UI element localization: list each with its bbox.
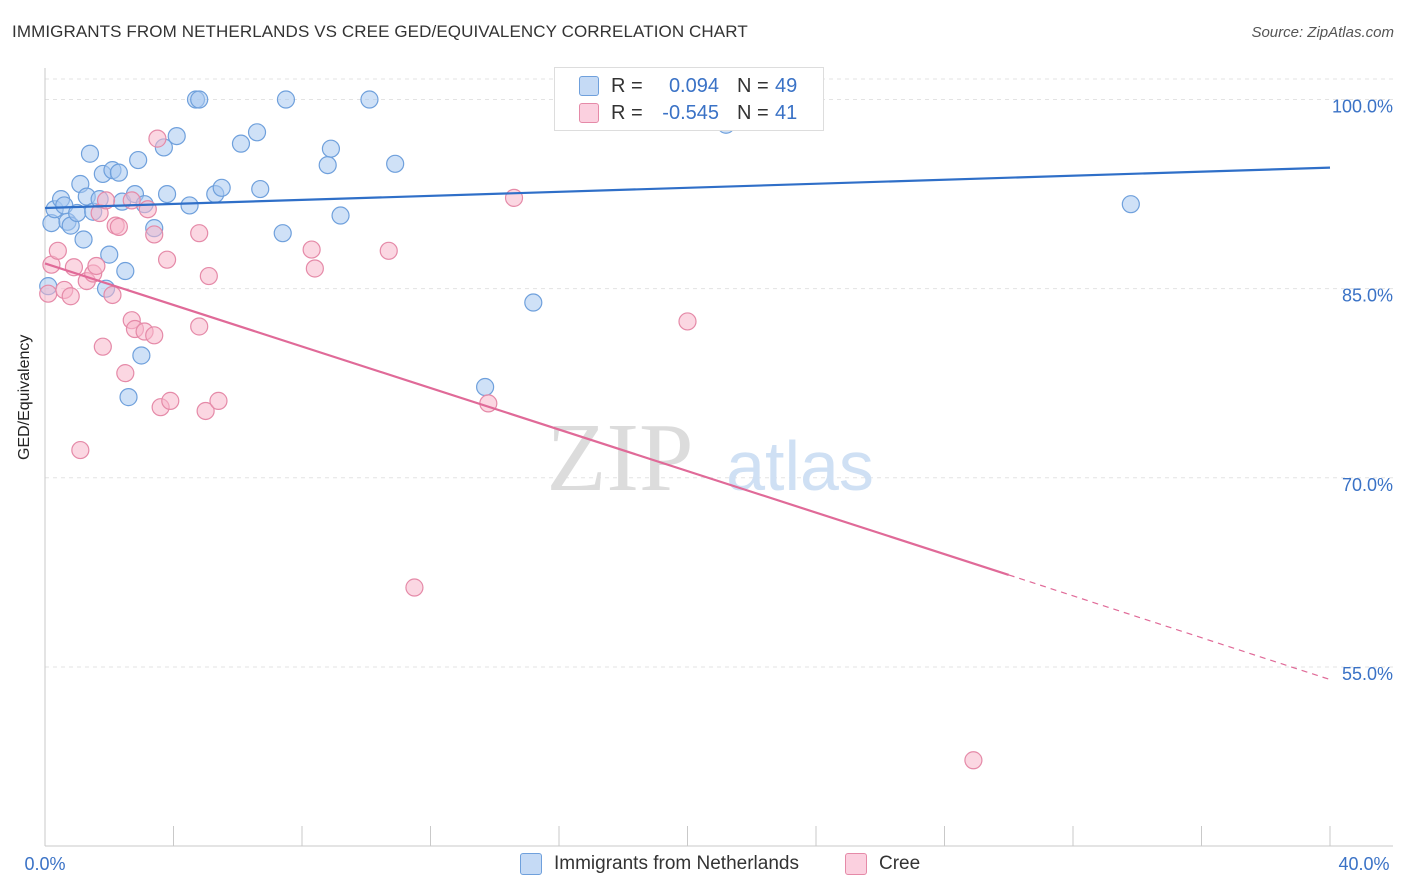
point-netherlands: [74, 230, 93, 249]
y-tick-label: 55.0%: [1342, 664, 1393, 684]
point-cree: [199, 266, 218, 286]
y-tick-label: 85.0%: [1342, 286, 1393, 306]
point-netherlands: [360, 90, 379, 109]
point-cree: [305, 259, 324, 278]
point-cree: [96, 191, 116, 210]
point-netherlands: [119, 388, 138, 407]
point-cree: [103, 285, 122, 305]
point-cree: [93, 337, 112, 356]
point-netherlands: [80, 144, 100, 163]
y-axis-label: GED/Equivalency: [16, 334, 33, 460]
tick-labels: 55.0% 70.0% 85.0% 100.0% 0.0% 40.0%: [24, 97, 1393, 874]
point-cree: [302, 240, 321, 259]
bottom-legend-label-netherlands: Immigrants from Netherlands: [554, 853, 799, 874]
point-netherlands: [190, 90, 209, 109]
point-cree: [504, 188, 524, 207]
legend-row-cree: R = -0.545 N = 41: [579, 101, 797, 125]
point-cree: [39, 284, 58, 303]
trend-lines: [44, 166, 1331, 681]
point-cree: [405, 578, 424, 597]
y-tick-label: 70.0%: [1342, 475, 1393, 495]
point-netherlands: [321, 139, 341, 158]
point-netherlands: [524, 293, 543, 312]
correlation-legend: R = 0.094 N = 49 R = -0.545 N = 41: [554, 67, 824, 131]
legend-swatch-blue: [579, 76, 599, 96]
bottom-legend-netherlands: Immigrants from Netherlands: [520, 852, 799, 876]
bottom-legend-swatch-pink: [845, 853, 867, 875]
trend-line-extension-cree: [1008, 574, 1331, 681]
gridlines: [45, 78, 1393, 668]
bottom-legend-cree: Cree: [845, 852, 920, 876]
point-cree: [109, 217, 128, 236]
point-netherlands: [100, 245, 119, 264]
x-tick-label: 40.0%: [1338, 854, 1389, 874]
point-cree: [964, 751, 983, 770]
point-netherlands: [132, 346, 151, 365]
point-netherlands: [318, 155, 337, 175]
trend-line-cree: [44, 262, 1010, 576]
chart-source: Source: ZipAtlas.com: [1251, 24, 1394, 41]
chart-title: IMMIGRANTS FROM NETHERLANDS VS CREE GED/…: [12, 22, 748, 41]
x-tick-label: 0.0%: [24, 854, 65, 874]
watermark-zip: ZIP: [547, 404, 694, 512]
point-cree: [190, 224, 209, 243]
bottom-legend-swatch-blue: [520, 853, 542, 875]
legend-n-label: N =: [737, 101, 769, 124]
point-netherlands: [157, 184, 177, 204]
point-netherlands: [180, 196, 199, 215]
legend-n-label: N =: [737, 74, 769, 97]
legend-n-value: 49: [775, 74, 798, 97]
point-cree: [161, 391, 180, 410]
axes: [44, 68, 1393, 847]
point-cree: [138, 200, 157, 219]
point-netherlands: [476, 377, 495, 397]
point-netherlands: [251, 179, 270, 199]
point-cree: [145, 326, 164, 345]
point-cree: [48, 241, 67, 260]
legend-row-netherlands: R = 0.094 N = 49: [579, 74, 797, 98]
point-cree: [61, 287, 80, 306]
legend-n-value: 41: [775, 101, 798, 124]
point-cree: [196, 401, 215, 421]
point-netherlands: [247, 123, 267, 142]
point-cree: [148, 129, 167, 148]
point-netherlands: [1121, 195, 1140, 214]
legend-swatch-pink: [579, 103, 599, 123]
point-netherlands: [231, 134, 251, 153]
point-netherlands: [386, 154, 405, 173]
watermark-atlas: atlas: [726, 427, 874, 505]
point-cree: [190, 317, 209, 336]
point-netherlands: [167, 126, 186, 146]
point-netherlands: [276, 90, 296, 109]
point-cree: [379, 241, 398, 260]
point-netherlands: [116, 261, 135, 281]
bottom-legend-label-cree: Cree: [879, 853, 921, 874]
point-netherlands: [273, 224, 292, 243]
point-netherlands: [129, 150, 148, 170]
legend-r-label: R =: [611, 74, 643, 97]
point-netherlands: [109, 163, 128, 182]
watermark: ZIP atlas: [547, 404, 874, 512]
point-netherlands: [212, 178, 231, 197]
point-cree: [71, 440, 90, 460]
point-cree: [116, 364, 135, 383]
point-cree: [145, 225, 164, 244]
point-cree: [678, 312, 697, 331]
y-tick-label: 100.0%: [1332, 97, 1393, 117]
legend-r-value: 0.094: [668, 74, 719, 97]
point-cree: [209, 391, 228, 410]
point-cree: [157, 250, 177, 269]
trend-line-netherlands: [44, 166, 1331, 210]
point-cree: [87, 256, 106, 276]
legend-r-value: -0.545: [662, 101, 719, 124]
point-netherlands: [331, 206, 350, 225]
legend-r-label: R =: [611, 101, 643, 124]
